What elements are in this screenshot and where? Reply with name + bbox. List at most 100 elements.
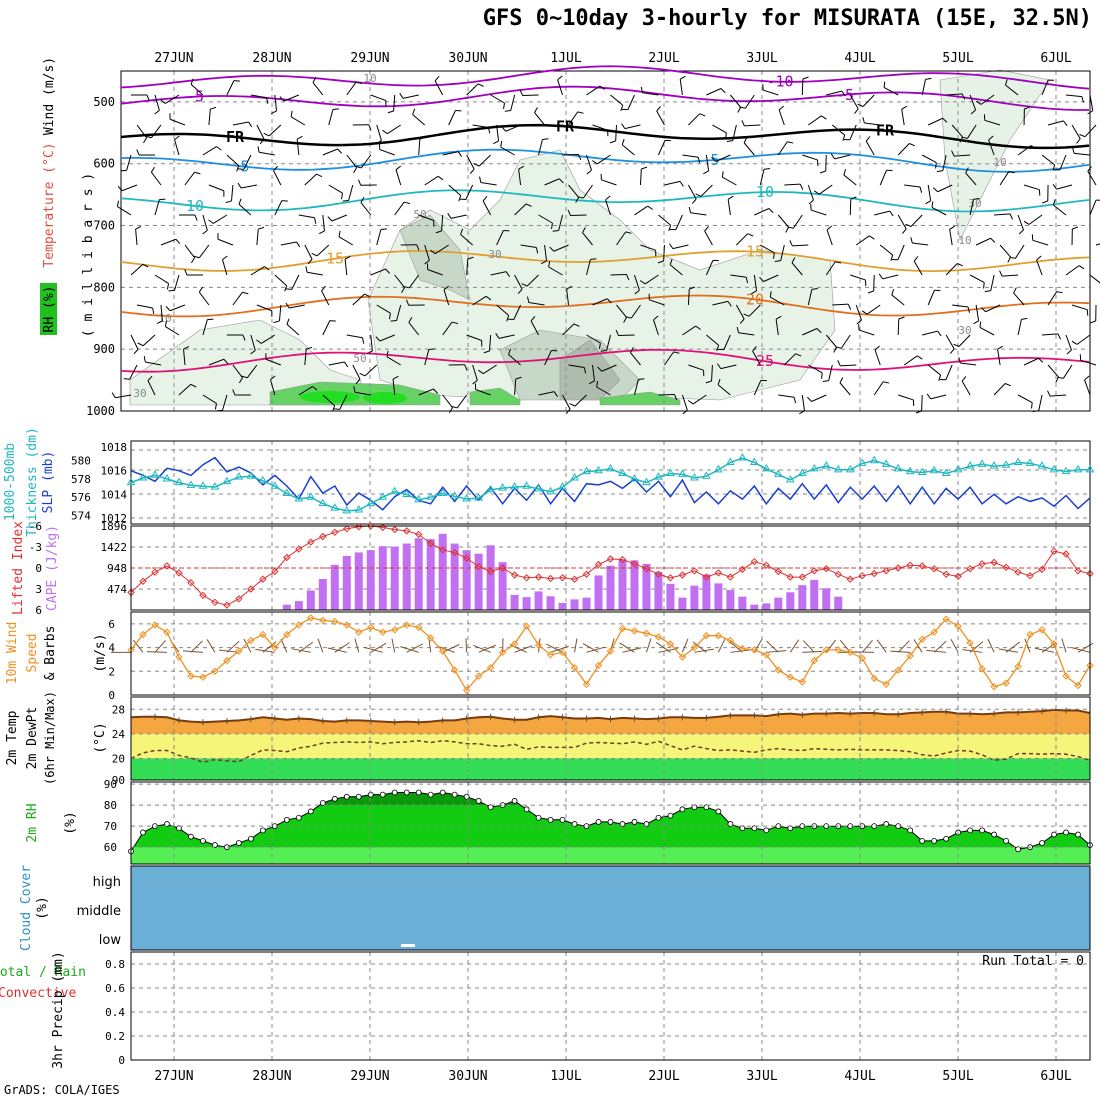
wind-barb (882, 274, 899, 280)
cape-bar (438, 533, 447, 610)
wind-barb (960, 362, 977, 366)
thickness-point (498, 483, 507, 491)
wind-barb (952, 304, 969, 308)
wind-barb (296, 135, 303, 140)
wind-barb (744, 124, 761, 127)
wind-barb (633, 274, 640, 291)
temp-panel-frame (130, 696, 1091, 781)
wind-barb (813, 190, 820, 195)
wind-barb (601, 364, 617, 372)
wind-barb (973, 197, 980, 200)
wind-barb (548, 266, 563, 276)
thickness-point (126, 477, 136, 486)
wind-barb (799, 410, 805, 415)
wind-barb (596, 154, 611, 165)
wind-barb (1066, 349, 1072, 355)
wind-barb (514, 203, 527, 216)
wind-barb (238, 377, 243, 384)
cloud-level-label: high (93, 875, 121, 890)
wind-barb (762, 89, 779, 96)
wind-barb (615, 124, 617, 142)
thickness-point (1049, 464, 1059, 473)
wind-barb (730, 274, 747, 278)
wind10-point (247, 636, 255, 645)
wind-barb (596, 386, 611, 396)
wind-barb (328, 184, 343, 194)
wind-barb (376, 139, 382, 145)
wind-barb (642, 92, 659, 96)
wind-barb (843, 169, 847, 176)
wind-barb (210, 106, 217, 110)
wind-barb (843, 174, 857, 186)
rh-point (763, 827, 770, 834)
wind-barb (717, 384, 731, 396)
cape-bar (594, 575, 603, 610)
wind-barb (883, 81, 886, 88)
wind-barb (283, 94, 300, 102)
wind10-barb (766, 640, 779, 653)
wind-barb (692, 394, 707, 405)
wind-barb (658, 214, 672, 226)
thickness-point (138, 473, 148, 481)
wind-barb (466, 83, 479, 96)
wind-barb (164, 320, 167, 327)
wind-barb (223, 358, 229, 365)
li-point (582, 570, 591, 579)
wind-barb (404, 201, 411, 205)
slp-series-line (130, 456, 1091, 511)
wind10-point (307, 614, 315, 622)
wind-barb (867, 290, 874, 294)
rh-contour-label: 10 (363, 72, 376, 85)
wind-barb (979, 321, 982, 328)
wind-barb (527, 296, 530, 303)
wind-barb (548, 260, 551, 268)
wind-barb (979, 327, 995, 336)
wind-barb (1062, 364, 1073, 379)
wind-barb (569, 403, 576, 407)
wind-barb (551, 222, 553, 230)
millibars-axis-label: ( m i l l i b a r s ) (81, 173, 96, 337)
wind10-point (259, 630, 267, 639)
wind-barb (194, 214, 198, 221)
wind10-point (223, 656, 231, 665)
wind10-barb (478, 644, 496, 653)
wind-barb (208, 184, 225, 192)
li-point (211, 598, 219, 607)
rh-point (715, 808, 722, 815)
wind-barb (869, 235, 875, 240)
wind-barb (226, 154, 240, 167)
wind-barb (379, 149, 395, 156)
wind10-point (510, 640, 519, 648)
rh-point (415, 789, 422, 796)
wind-barb (1005, 84, 1019, 96)
cape-bar (798, 585, 807, 610)
top-date-label: 29JUN (350, 51, 389, 66)
wind-barb (958, 357, 961, 364)
wind-barb (700, 184, 713, 197)
wind-barb (727, 301, 732, 307)
wind-barb (1036, 259, 1043, 276)
wind-barb (1013, 292, 1025, 306)
rh-point (283, 816, 290, 823)
wind-barb (984, 119, 1001, 126)
thickness-point (965, 461, 975, 469)
wind10-point (606, 647, 615, 655)
wind10-point (331, 617, 339, 626)
wind10-barb (789, 639, 800, 653)
wind-barb (232, 121, 249, 126)
li-point (151, 568, 159, 576)
wind-barb (586, 334, 601, 344)
wind-barb (578, 154, 582, 161)
wind-barb (442, 321, 453, 336)
wind-barb (259, 151, 275, 156)
wind-barb (1047, 291, 1058, 306)
rh-point (1051, 831, 1057, 838)
wind-barb (259, 138, 265, 145)
wind-barb (248, 121, 253, 128)
wind-barb (673, 351, 680, 354)
wind-barb (193, 255, 200, 259)
li-tick-label: 6 (35, 604, 42, 617)
wind-barb (364, 293, 371, 298)
precip-panel-frame (130, 951, 1091, 1061)
wind-barb (861, 310, 868, 315)
